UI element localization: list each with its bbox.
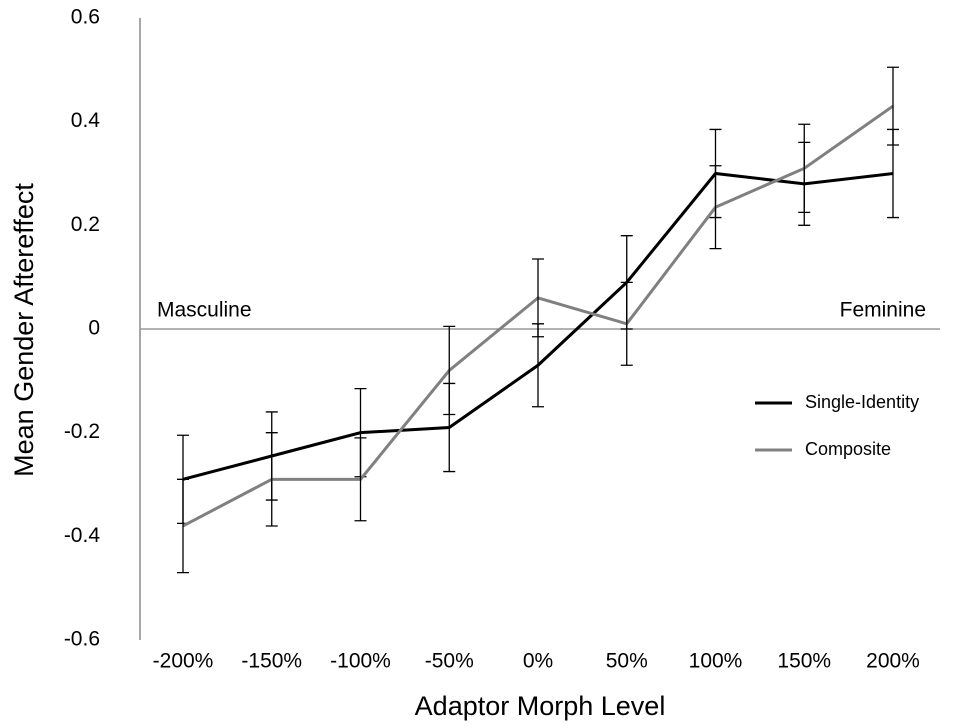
x-tick-label: 0% [523,650,553,673]
error-bar [887,66,899,146]
error-bar [798,123,811,214]
x-tick-label: 50% [606,650,648,673]
x-axis-label: Adaptor Morph Level [415,691,666,721]
legend-label: Single-Identity [805,392,919,412]
error-bar [443,325,456,416]
error-bar [177,478,189,574]
annotation: Masculine [157,299,252,322]
error-bar [354,437,367,522]
error-bar [265,432,278,527]
error-bar [532,258,544,338]
y-axis-label: Mean Gender Aftereffect [9,183,39,477]
y-tick-label: -0.2 [64,420,100,443]
x-tick-label: -100% [330,650,391,673]
legend-label: Composite [805,439,891,459]
y-tick-label: -0.6 [64,628,100,651]
annotation: Feminine [840,299,926,322]
error-bar [620,281,633,366]
x-tick-label: 100% [689,650,743,673]
y-tick-label: 0 [88,317,100,340]
y-tick-label: 0.2 [71,213,100,236]
x-tick-label: 150% [777,650,831,673]
y-tick-label: 0.6 [71,6,100,29]
x-tick-label: 200% [866,650,920,673]
error-bar [709,165,722,250]
y-tick-label: 0.4 [71,109,101,132]
y-tick-label: -0.4 [64,524,101,547]
x-tick-label: -50% [425,650,474,673]
x-tick-label: -200% [153,650,214,673]
x-tick-label: -150% [241,650,302,673]
